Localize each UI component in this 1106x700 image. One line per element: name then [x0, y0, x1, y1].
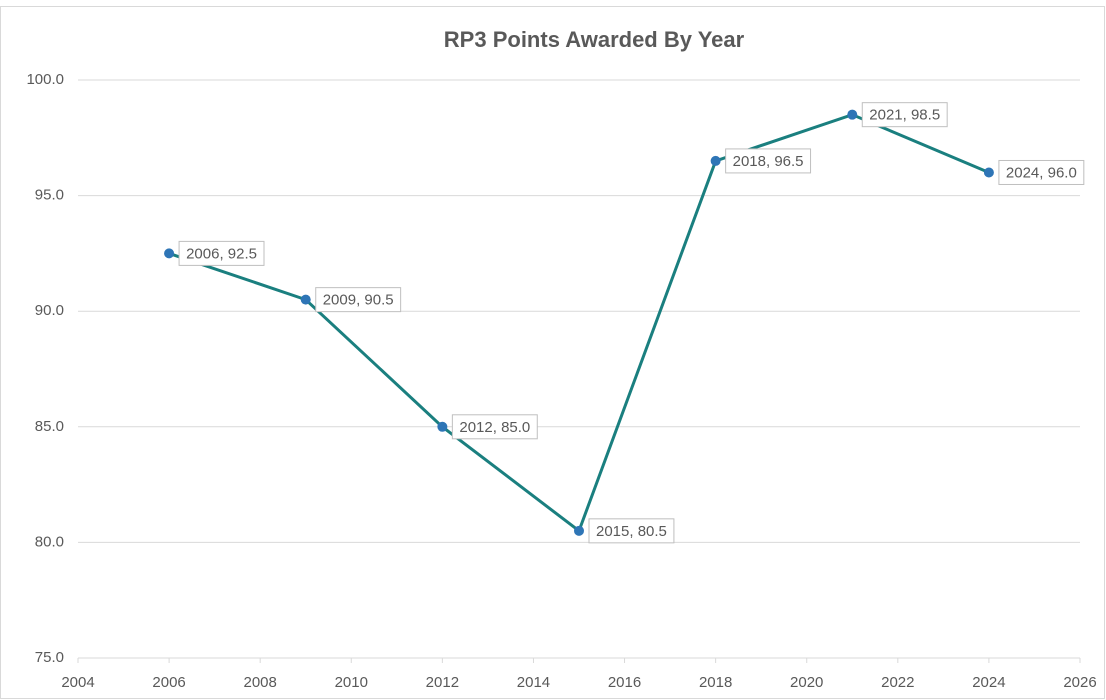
- y-tick-label: 75.0: [35, 649, 64, 666]
- x-tick-label: 2008: [243, 674, 276, 691]
- x-tick-label: 2016: [608, 674, 641, 691]
- data-label-box: [725, 148, 812, 174]
- marker: [983, 167, 994, 178]
- marker: [710, 155, 721, 166]
- y-tick-label: 95.0: [35, 187, 64, 204]
- x-tick-label: 2018: [699, 674, 732, 691]
- data-label: 2021, 98.5: [869, 107, 940, 124]
- x-tick-label: 2024: [972, 674, 1005, 691]
- data-label: 2024, 96.0: [1006, 164, 1077, 181]
- data-label-box: [451, 414, 538, 440]
- x-tick-label: 2010: [335, 674, 368, 691]
- x-tick-label: 2006: [152, 674, 185, 691]
- x-tick-label: 2012: [426, 674, 459, 691]
- data-label-box: [861, 102, 948, 128]
- marker: [300, 294, 311, 305]
- y-tick-label: 80.0: [35, 533, 64, 550]
- data-label: 2018, 96.5: [733, 153, 804, 170]
- data-label-box: [315, 287, 402, 313]
- x-tick-label: 2020: [790, 674, 823, 691]
- x-tick-label: 2014: [517, 674, 550, 691]
- y-tick-label: 90.0: [35, 302, 64, 319]
- y-tick-label: 85.0: [35, 418, 64, 435]
- marker: [574, 525, 584, 536]
- x-tick-label: 2004: [61, 674, 94, 691]
- data-label-box: [588, 518, 675, 544]
- x-tick-label: 2022: [881, 674, 914, 691]
- y-tick-label: 100.0: [26, 71, 64, 88]
- data-label: 2009, 90.5: [323, 292, 394, 309]
- x-tick-label: 2026: [1063, 674, 1096, 691]
- marker: [164, 248, 175, 259]
- data-label: 2012, 85.0: [459, 419, 530, 436]
- marker: [847, 109, 858, 120]
- data-label: 2006, 92.5: [186, 245, 257, 262]
- chart-title: RP3 Points Awarded By Year: [444, 27, 745, 52]
- data-label-box: [998, 159, 1085, 185]
- data-label-box: [178, 240, 265, 266]
- marker: [437, 421, 448, 432]
- data-label: 2015, 80.5: [596, 523, 667, 540]
